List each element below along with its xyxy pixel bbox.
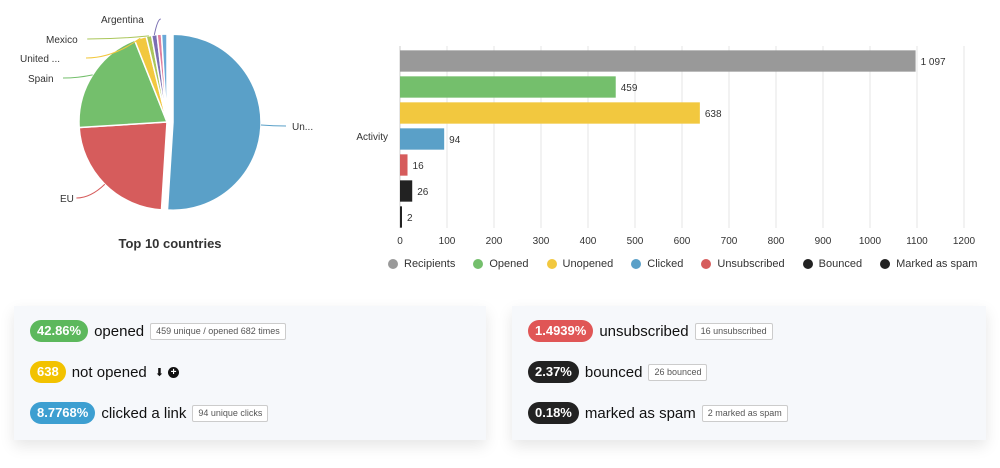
- x-tick-label: 600: [674, 236, 691, 247]
- opened-hint: 459 unique / opened 682 times: [150, 322, 286, 340]
- stat-clicked: 8.7768% clicked a link 94 unique clicks: [30, 402, 486, 424]
- unsubscribed-label: unsubscribed: [599, 322, 689, 340]
- bounced-percent-badge: 2.37%: [528, 361, 579, 383]
- x-tick-label: 1000: [859, 236, 882, 247]
- x-tick-label: 300: [533, 236, 550, 247]
- plus-circle-icon[interactable]: +: [168, 366, 179, 378]
- pie-connector-2: [62, 74, 93, 79]
- pie-slice-1[interactable]: [78, 121, 168, 211]
- pie-chart-svg: Un... EU Spain United ... Mexico Argentina: [20, 15, 313, 211]
- x-tick-label: 1100: [906, 236, 928, 247]
- bar-chart-svg: 0 100 200 300 400 500 600 700 800 900 1000 1100 1200…: [356, 46, 976, 247]
- legend-label: Opened: [489, 258, 529, 270]
- bounced-hint: 26 bounced: [648, 363, 708, 381]
- x-tick-label: 400: [580, 236, 597, 247]
- bounced-label: bounced: [584, 363, 643, 381]
- stat-not-opened: 638 not opened ⬇ +: [30, 361, 486, 383]
- clicked-label: clicked a link: [101, 404, 187, 422]
- x-tick-label: 900: [815, 236, 832, 247]
- bar-value-label: 16: [413, 161, 425, 172]
- bar-unopened[interactable]: [400, 102, 700, 124]
- x-tick-label: 500: [627, 236, 644, 247]
- x-tick-label: 200: [486, 236, 503, 247]
- legend-item-unopened[interactable]: Unopened: [546, 258, 614, 270]
- legend-label: Unopened: [562, 258, 614, 270]
- pie-slice-7[interactable]: [160, 33, 168, 123]
- x-tick-label: 0: [397, 236, 403, 247]
- legend-dot: [802, 259, 813, 269]
- bar-marked-as-spam[interactable]: [400, 206, 402, 228]
- bar-value-label: 459: [621, 83, 638, 94]
- legend-label: Bounced: [818, 258, 863, 270]
- legend-dot: [473, 259, 484, 269]
- top-countries-pie-chart: Un... EU Spain United ... Mexico Argentina To…: [0, 0, 340, 280]
- pie-connector-1: [76, 183, 106, 199]
- pie-connector-0: [260, 124, 287, 127]
- bar-unsubscribed[interactable]: [400, 154, 408, 176]
- pie-connector-4: [87, 35, 149, 40]
- legend-dot: [631, 259, 642, 269]
- legend-label: Recipients: [404, 258, 456, 270]
- opened-label: opened: [94, 322, 145, 340]
- legend-item-bounced[interactable]: Bounced: [802, 258, 863, 270]
- bar-opened[interactable]: [400, 76, 616, 98]
- bar-value-label: 94: [449, 135, 461, 146]
- pie-connector-3: [85, 37, 141, 59]
- activity-bar-chart: 0 100 200 300 400 500 600 700 800 900 1000 1100 1200…: [340, 0, 1000, 290]
- x-tick-label: 1200: [953, 236, 976, 247]
- stats-card-delivery: 1.4939% unsubscribed 16 unsubscribed 2.3…: [512, 306, 986, 440]
- legend-item-unsubscribed[interactable]: Unsubscribed: [701, 258, 785, 270]
- category-label: Activity: [356, 132, 388, 143]
- unsubscribed-hint: 16 unsubscribed: [694, 322, 773, 340]
- spam-hint: 2 marked as spam: [701, 404, 788, 422]
- bar-value-label: 1 097: [921, 57, 946, 68]
- legend-label: Unsubscribed: [717, 258, 785, 270]
- pie-label-1: EU: [60, 194, 74, 205]
- pie-label-3: United ...: [20, 54, 60, 65]
- stat-spam: 0.18% marked as spam 2 marked as spam: [528, 402, 986, 424]
- stat-bounced: 2.37% bounced 26 bounced: [528, 361, 986, 383]
- pie-connector-5: [153, 18, 161, 36]
- clicked-hint: 94 unique clicks: [192, 404, 269, 422]
- opened-percent-badge: 42.86%: [30, 320, 89, 342]
- x-tick-label: 100: [439, 236, 456, 247]
- pie-label-2: Spain: [28, 74, 54, 85]
- legend-item-clicked[interactable]: Clicked: [631, 258, 683, 270]
- bar-bounced[interactable]: [400, 180, 413, 202]
- legend-item-marked-as-spam[interactable]: Marked as spam: [880, 258, 977, 270]
- bar-value-label: 26: [417, 187, 429, 198]
- download-icon[interactable]: ⬇: [154, 366, 164, 379]
- pie-label-0: Un...: [292, 122, 313, 133]
- pie-label-4: Mexico: [46, 35, 78, 46]
- stat-opened: 42.86% opened 459 unique / opened 682 ti…: [30, 320, 486, 342]
- bar-clicked[interactable]: [400, 128, 445, 150]
- not-opened-label: not opened: [71, 363, 147, 381]
- x-tick-label: 700: [721, 236, 738, 247]
- bar-value-label: 2: [407, 213, 413, 224]
- bar-chart-legend: Recipients Opened Unopened Clicked Unsubscri…: [388, 258, 977, 270]
- legend-dot: [388, 259, 398, 269]
- unsubscribed-percent-badge: 1.4939%: [528, 320, 594, 342]
- legend-label: Clicked: [647, 258, 684, 270]
- legend-dot: [546, 259, 557, 269]
- legend-label: Marked as spam: [896, 258, 978, 270]
- legend-dot: [880, 259, 891, 269]
- stat-unsubscribed: 1.4939% unsubscribed 16 unsubscribed: [528, 320, 986, 342]
- legend-item-recipients[interactable]: Recipients: [388, 258, 455, 270]
- pie-slice-2[interactable]: [78, 39, 169, 129]
- stats-card-engagement: 42.86% opened 459 unique / opened 682 ti…: [14, 306, 486, 440]
- pie-chart-title: Top 10 countries: [118, 236, 222, 251]
- bar-recipients[interactable]: [400, 50, 916, 72]
- spam-label: marked as spam: [584, 404, 696, 422]
- legend-dot: [701, 259, 712, 269]
- legend-item-opened[interactable]: Opened: [473, 258, 529, 270]
- not-opened-count-badge: 638: [30, 361, 66, 383]
- spam-percent-badge: 0.18%: [528, 402, 579, 424]
- bar-value-label: 638: [705, 109, 722, 120]
- clicked-percent-badge: 8.7768%: [30, 402, 96, 424]
- pie-label-5: Argentina: [101, 15, 144, 26]
- pie-slice-0[interactable]: [166, 33, 262, 211]
- x-tick-label: 800: [768, 236, 785, 247]
